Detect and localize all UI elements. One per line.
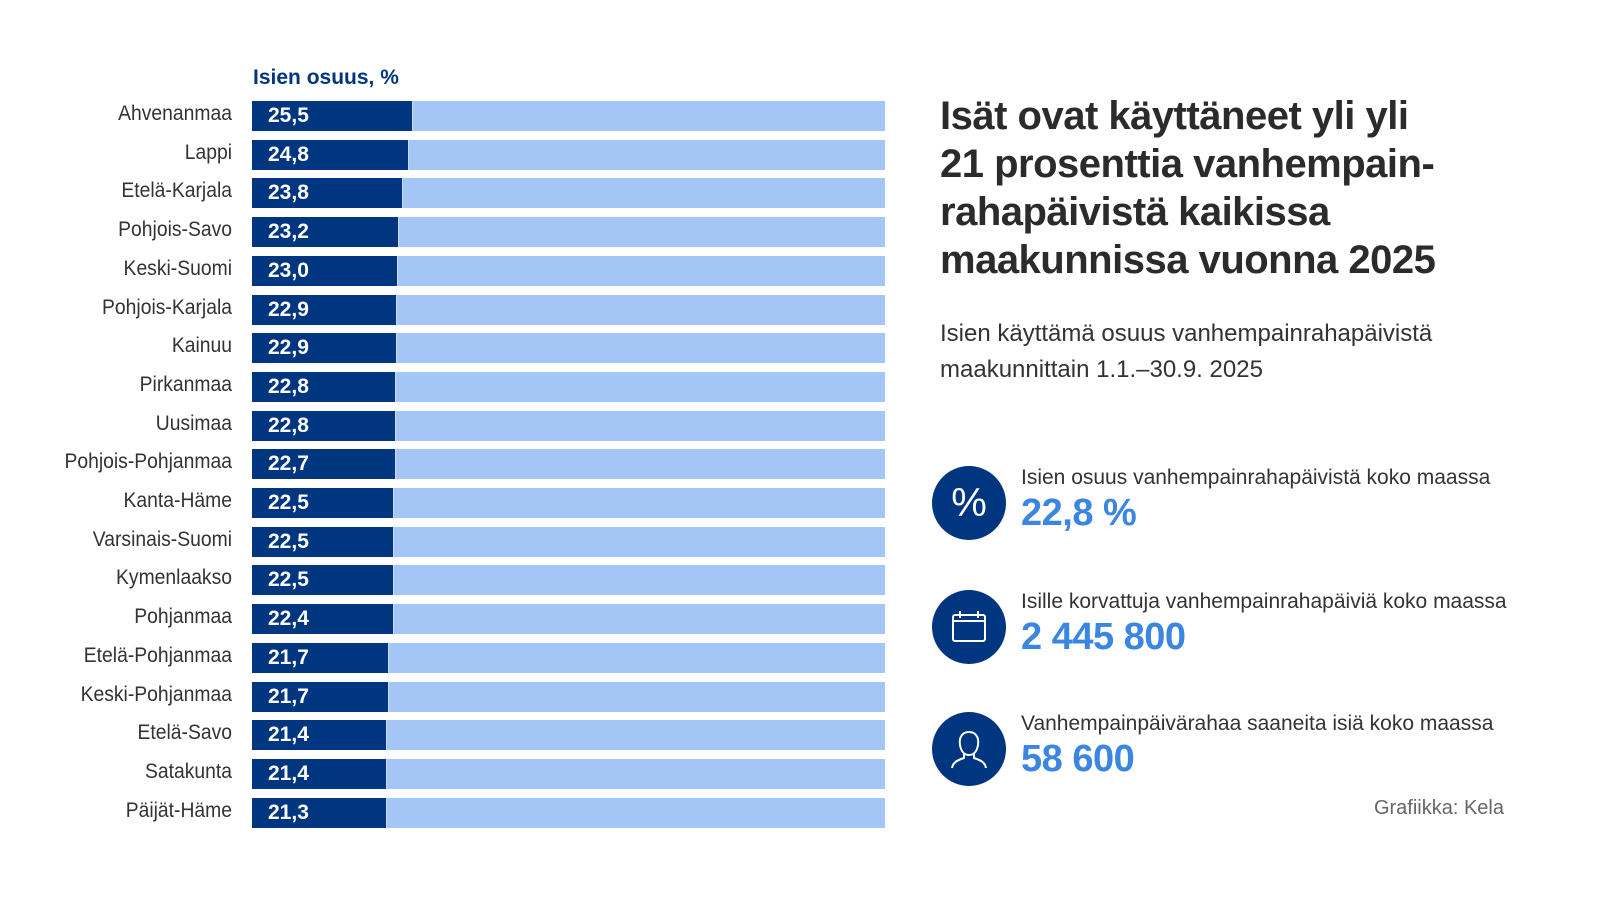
category-label: Pohjanmaa — [134, 605, 232, 629]
kpi-value: 22,8 % — [1021, 492, 1137, 534]
category-label: Pohjois-Savo — [118, 218, 232, 242]
bar-value-label: 21,3 — [268, 800, 309, 824]
category-label: Pohjois-Karjala — [102, 295, 233, 319]
kpi-value: 58 600 — [1021, 738, 1135, 780]
bar-value-label: 22,9 — [268, 336, 309, 360]
category-label: Keski-Suomi — [123, 256, 232, 280]
bar-value-label: 23,0 — [268, 258, 309, 282]
bar — [252, 720, 388, 751]
bar — [252, 642, 390, 673]
bar-value-label: 23,8 — [268, 181, 309, 205]
category-label: Päijät-Häme — [125, 798, 232, 822]
bar — [252, 139, 409, 170]
bar-value-label: 21,7 — [268, 645, 309, 669]
chart-subtitle: Isien käyttämä osuus vanhempainrahapäivi… — [940, 316, 1540, 388]
kpi-label: Vanhempainpäivärahaa saaneita isiä koko … — [1021, 712, 1494, 735]
category-label: Pohjois-Pohjanmaa — [64, 450, 232, 474]
bar-value-label: 21,4 — [268, 723, 309, 747]
bar — [252, 101, 414, 131]
category-label: Uusimaa — [155, 411, 232, 435]
category-label: Ahvenanmaa — [118, 102, 232, 125]
category-label: Keski-Pohjanmaa — [80, 682, 232, 706]
bar — [252, 488, 395, 518]
kpi-fathers: Vanhempainpäivärahaa saaneita isiä koko … — [932, 712, 1572, 792]
bar-value-label: 23,2 — [268, 220, 309, 244]
kpi-days: Isille korvattuja vanhempainrahapäiviä k… — [932, 590, 1572, 670]
title-line: 21 prosenttia vanhempain- — [940, 142, 1435, 186]
bar — [252, 217, 399, 248]
category-labels: Ahvenanmaa Lappi Etelä-Karjala Pohjois-Savo… — [0, 0, 232, 900]
category-label: Etelä-Savo — [137, 721, 232, 745]
title-line: Isät ovat käyttäneet yli yli — [940, 94, 1409, 138]
bar-value-label: 22,8 — [268, 413, 309, 437]
subtitle-line: maakunnittain 1.1.–30.9. 2025 — [940, 356, 1263, 383]
bar-value-label: 22,9 — [268, 297, 309, 321]
bar-value-label: 21,7 — [268, 684, 309, 708]
kpi-share: % Isien osuus vanhempainrahapäivistä kok… — [932, 466, 1572, 546]
kpi-label: Isien osuus vanhempainrahapäivistä koko … — [1021, 466, 1491, 489]
category-label: Etelä-Karjala — [121, 179, 232, 203]
bar — [252, 758, 388, 789]
bar — [252, 449, 396, 480]
chart-title: Isät ovat käyttäneet yli yli 21 prosentt… — [940, 92, 1500, 284]
calendar-icon — [932, 590, 1006, 664]
bar — [252, 681, 390, 712]
category-label: Lappi — [184, 140, 232, 164]
bar — [252, 526, 395, 557]
bar — [252, 178, 403, 209]
category-label: Kanta-Häme — [123, 489, 232, 512]
bar — [252, 333, 397, 364]
bar — [252, 565, 395, 596]
bar — [252, 410, 397, 441]
credit: Grafiikka: Kela — [1373, 797, 1504, 819]
category-label: Satakunta — [144, 759, 232, 783]
category-label: Pirkanmaa — [139, 372, 232, 396]
bar-value-label: 22,4 — [268, 607, 309, 631]
bar-value-label: 25,5 — [268, 104, 309, 127]
kpi-value: 2 445 800 — [1021, 616, 1186, 658]
bar — [252, 255, 398, 286]
series-title: Isien osuus, % — [253, 66, 399, 89]
title-line: maakunnissa vuonna 2025 — [940, 238, 1436, 282]
subtitle-line: Isien käyttämä osuus vanhempainrahapäivi… — [940, 320, 1433, 347]
bar-value-label: 22,5 — [268, 491, 309, 514]
bar-value-label: 22,5 — [268, 529, 309, 553]
bar-value-label: 21,4 — [268, 761, 309, 785]
category-label: Varsinais-Suomi — [92, 527, 232, 551]
bar-value-label: 24,8 — [268, 142, 309, 166]
bar-value-label: 22,8 — [268, 374, 309, 398]
person-icon — [932, 712, 1006, 786]
bar — [252, 797, 387, 828]
bar-chart: Isien osuus, % Ahvenanmaa Lappi Etelä-Karj… — [0, 0, 885, 900]
bar-value-label: 22,5 — [268, 568, 309, 592]
percent-icon: % — [932, 466, 1006, 540]
kpi-label: Isille korvattuja vanhempainrahapäiviä k… — [1021, 590, 1507, 613]
title-line: rahapäivistä kaikissa — [940, 190, 1330, 234]
bar — [252, 294, 397, 325]
bar — [252, 371, 397, 402]
category-label: Etelä-Pohjanmaa — [83, 643, 232, 667]
bar — [252, 604, 394, 635]
category-label: Kainuu — [171, 334, 232, 358]
info-panel: Isät ovat käyttäneet yli yli 21 prosentt… — [932, 0, 1580, 900]
bar-value-label: 22,7 — [268, 452, 309, 476]
category-label: Kymenlaakso — [116, 566, 232, 590]
